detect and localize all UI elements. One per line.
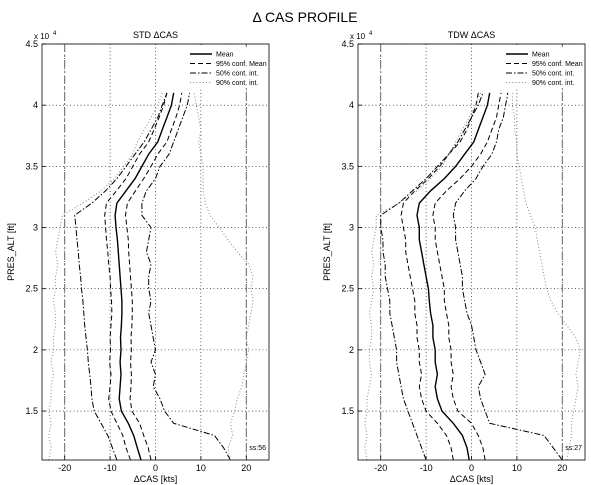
legend-entry: 50% cont. int. xyxy=(532,71,574,78)
y-tick-label: 1.5 xyxy=(341,406,354,416)
panel-title: TDW ΔCAS xyxy=(448,30,496,40)
y-tick-label: 4 xyxy=(349,100,354,110)
x-tick-label: 10 xyxy=(196,463,206,473)
series-line-dash-1 xyxy=(104,92,168,461)
legend-entry: Mean xyxy=(216,52,234,59)
x-tick-label: 20 xyxy=(557,463,567,473)
x-tick-label: 20 xyxy=(241,463,251,473)
y-tick-label: 2 xyxy=(33,345,38,355)
sample-size-annotation: ss:56 xyxy=(249,445,266,452)
y-scale-exponent: 4 xyxy=(369,31,373,37)
x-axis-label: ΔCAS [kts] xyxy=(134,474,178,484)
legend: Mean 95% conf. Mean 50% cont. int. 90% cont… xyxy=(504,47,583,88)
y-tick-label: 2.5 xyxy=(341,284,354,294)
series-line-dash-2 xyxy=(124,92,183,461)
series-line-dot-6 xyxy=(511,92,582,461)
x-tick-label: -10 xyxy=(104,463,117,473)
x-tick-label: 0 xyxy=(469,463,474,473)
y-scale-exponent: 4 xyxy=(53,31,57,37)
y-axis-label: PRES_ALT [ft] xyxy=(322,223,332,281)
chart-panel-2: -20 -10 0 10 20 1.5 2 2.5 3 3.5 4 4.5 TDW ΔCAS ΔCAS [… xyxy=(322,30,586,484)
y-tick-label: 3 xyxy=(349,223,354,233)
y-tick-label: 4.5 xyxy=(341,39,354,49)
y-tick-label: 1.5 xyxy=(25,406,38,416)
y-tick-label: 2 xyxy=(349,345,354,355)
series-line-dashdot-4 xyxy=(141,92,231,461)
series-line-dot-5 xyxy=(364,92,482,461)
x-tick-label: -10 xyxy=(420,463,433,473)
series-line-dot-6 xyxy=(193,92,254,461)
y-tick-label: 2.5 xyxy=(25,284,38,294)
chart-panel-1: -20 -10 0 10 20 1.5 2 2.5 3 3.5 4 4.5 STD ΔCAS ΔCAS [… xyxy=(6,30,270,484)
y-tick-label: 3.5 xyxy=(341,161,354,171)
x-tick-label: -20 xyxy=(374,463,387,473)
series-line-solid-0 xyxy=(416,92,491,461)
y-axis-label: PRES_ALT [ft] xyxy=(6,223,16,281)
legend-entry: 90% cont. int. xyxy=(532,80,574,87)
y-scale-label: x 10 xyxy=(350,32,366,41)
series-line-dashdot-3 xyxy=(74,92,168,461)
legend: Mean 95% conf. Mean 50% cont. int. 90% cont… xyxy=(188,47,267,88)
x-tick-label: -20 xyxy=(58,463,71,473)
x-axis-label: ΔCAS [kts] xyxy=(450,474,494,484)
x-tick-label: 0 xyxy=(153,463,158,473)
series-line-dot-5 xyxy=(48,92,163,461)
x-tick-label: 10 xyxy=(512,463,522,473)
legend-entry: 50% cont. int. xyxy=(216,71,258,78)
legend-entry: 95% conf. Mean xyxy=(216,61,267,68)
sample-size-annotation: ss:27 xyxy=(565,445,582,452)
y-tick-label: 3 xyxy=(33,223,38,233)
legend-entry: 95% conf. Mean xyxy=(532,61,583,68)
y-tick-label: 4 xyxy=(33,100,38,110)
legend-entry: Mean xyxy=(532,52,550,59)
legend-entry: 90% cont. int. xyxy=(216,80,258,87)
y-tick-label: 4.5 xyxy=(25,39,38,49)
series-line-dashdot-4 xyxy=(452,92,563,461)
series-line-dash-2 xyxy=(432,92,502,461)
series-line-dashdot-3 xyxy=(380,92,484,461)
panel-title: STD ΔCAS xyxy=(133,30,178,40)
series-line-dash-1 xyxy=(400,92,479,461)
y-scale-label: x 10 xyxy=(34,32,50,41)
series-line-solid-0 xyxy=(114,92,175,461)
figure-title: Δ CAS PROFILE xyxy=(252,9,357,25)
y-tick-label: 3.5 xyxy=(25,161,38,171)
